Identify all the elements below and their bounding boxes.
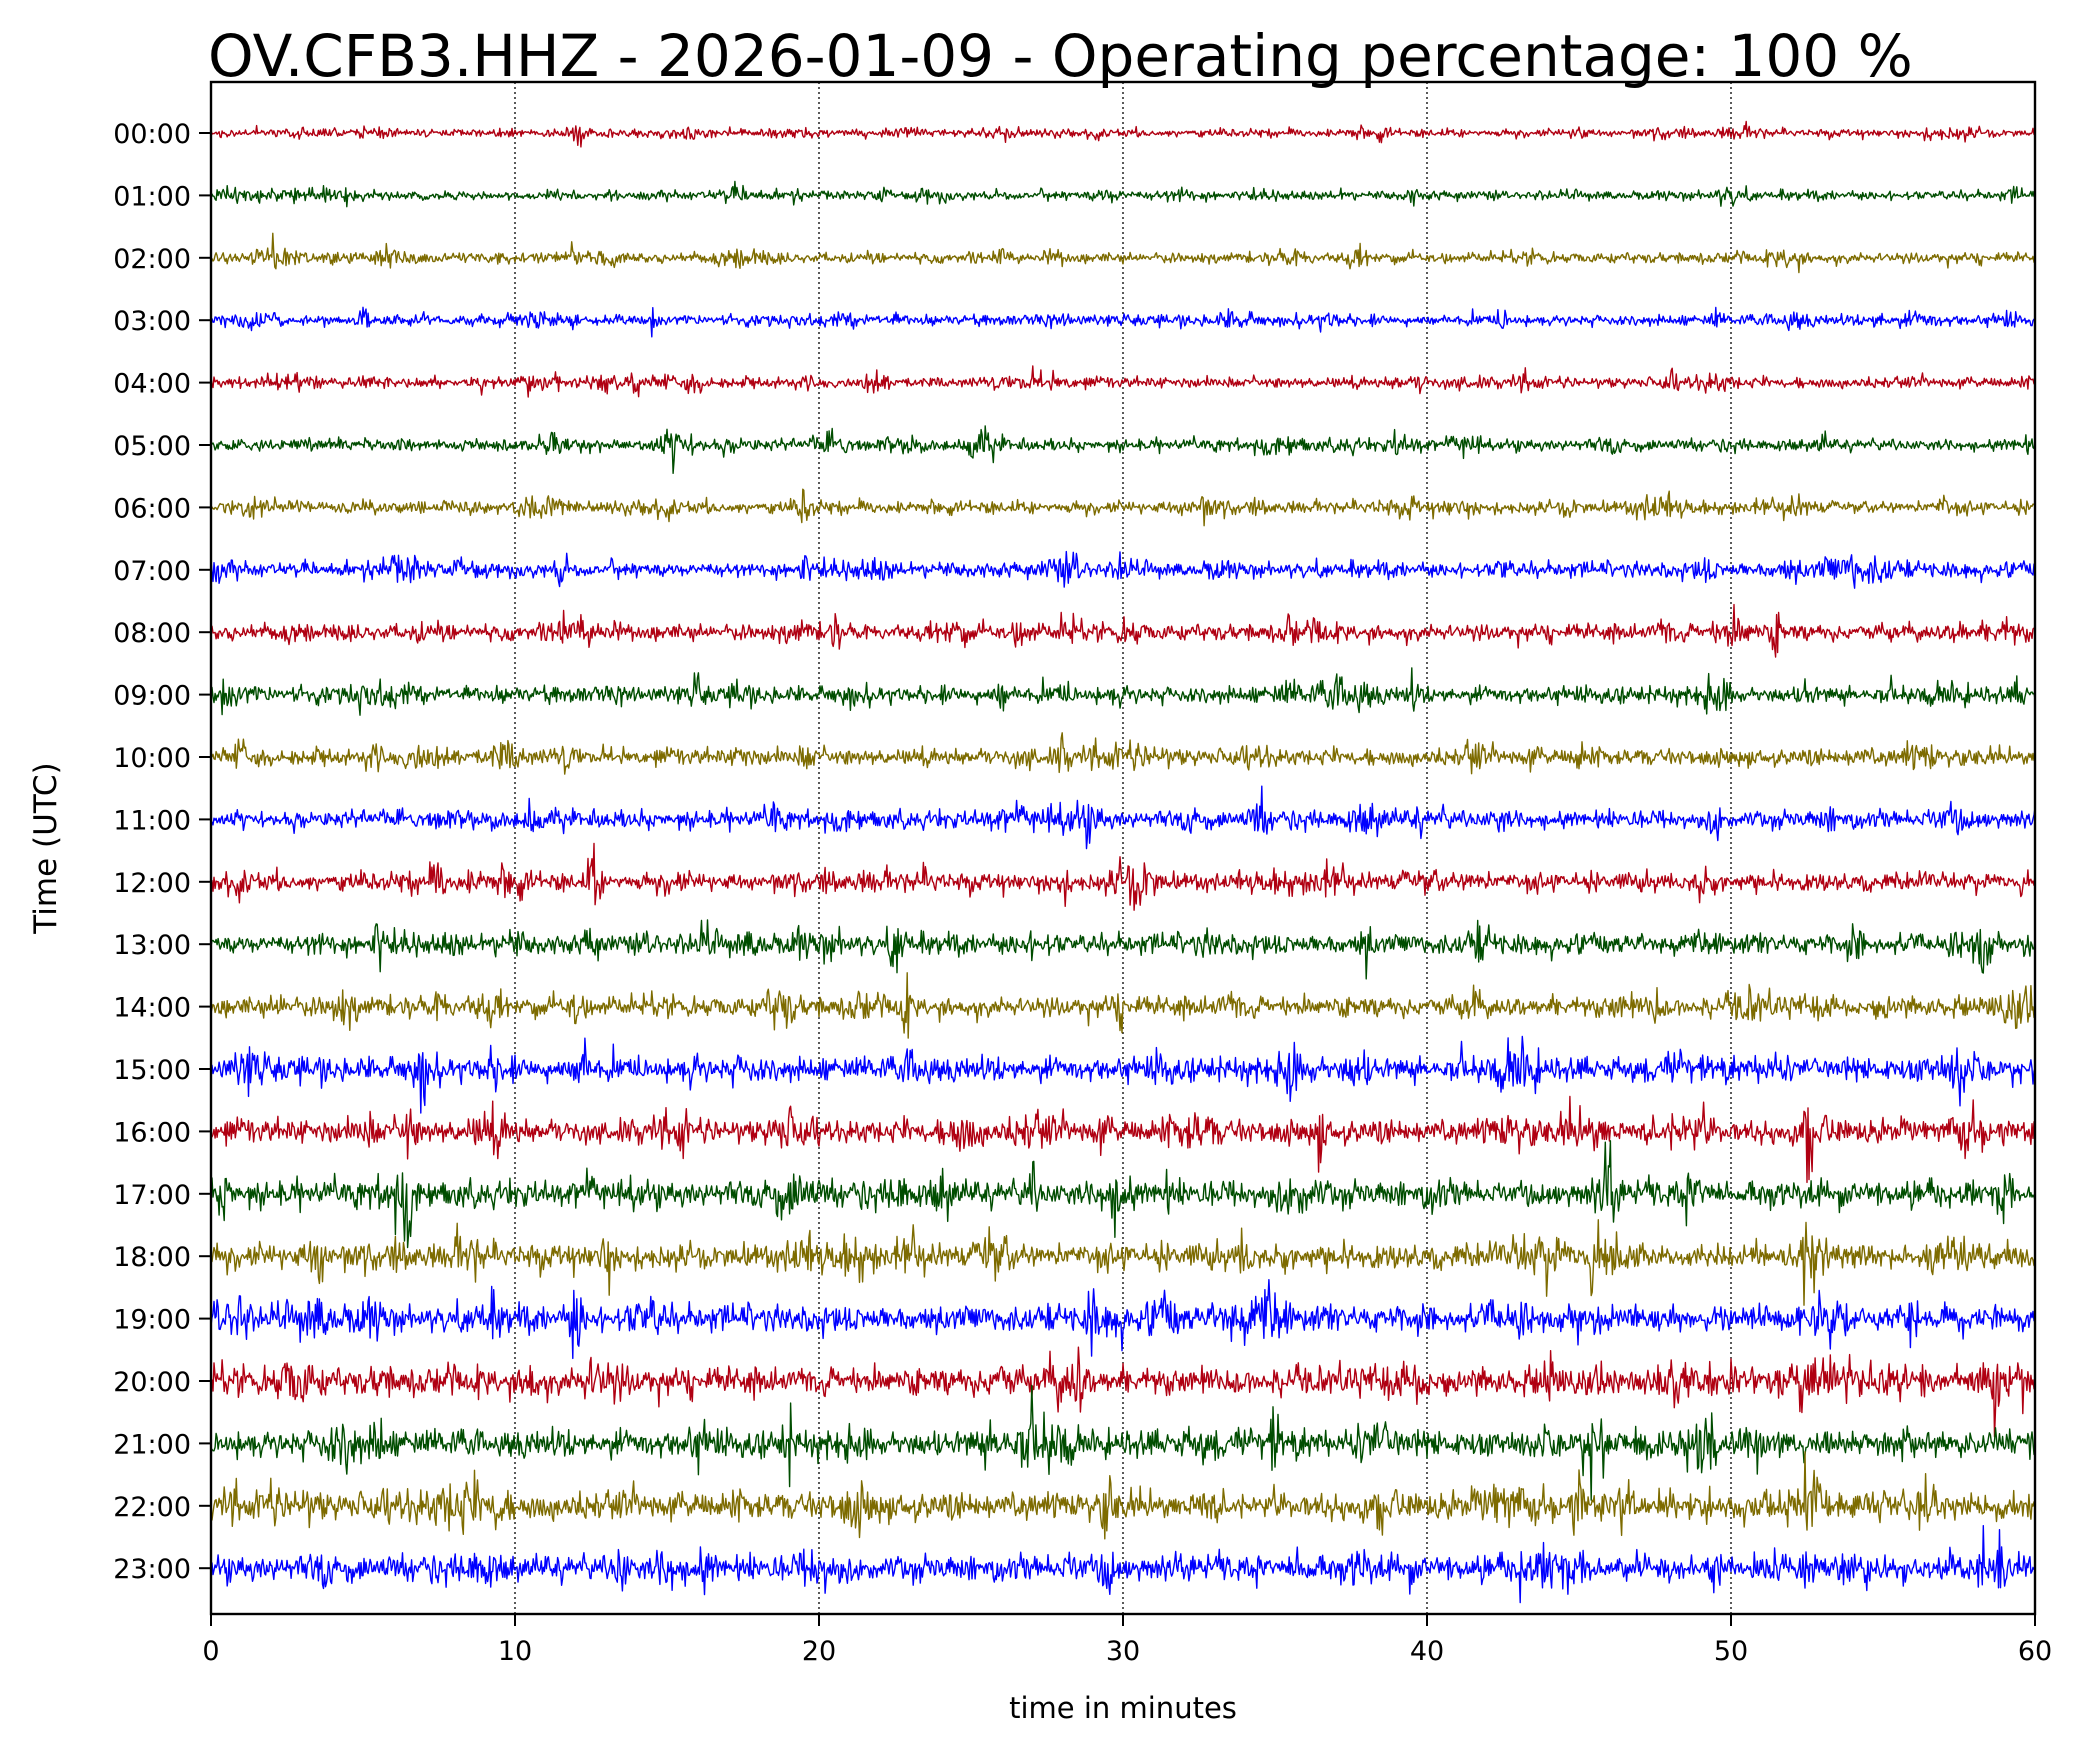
- x-tick-label-20: 20: [802, 1636, 836, 1667]
- y-tick-label-0300: 03:00: [113, 306, 191, 337]
- x-axis-ticks: 0 10 20 30 40 50 60: [202, 1614, 2052, 1667]
- x-tick-label-0: 0: [202, 1636, 219, 1667]
- trace-2200: [210, 1451, 2036, 1540]
- x-tick-label-60: 60: [2018, 1636, 2052, 1667]
- trace-1300: [210, 919, 2036, 980]
- trace-0200: [210, 232, 2036, 274]
- trace-0900: [210, 667, 2036, 716]
- trace-1600: [210, 1095, 2036, 1184]
- y-axis-ticks: 00:00 01:00 02:00 03:00 04:00 05:00 06:00 07:00…: [113, 119, 211, 1585]
- x-tick-label-40: 40: [1410, 1636, 1444, 1667]
- y-tick-label-2100: 21:00: [113, 1429, 191, 1460]
- y-tick-label-2000: 20:00: [113, 1367, 191, 1398]
- y-tick-label-1300: 13:00: [113, 930, 191, 961]
- trace-0100: [210, 180, 2036, 208]
- y-tick-label-1600: 16:00: [113, 1117, 191, 1148]
- y-tick-label-0500: 05:00: [113, 431, 191, 462]
- y-axis-label: Time (UTC): [28, 762, 64, 934]
- y-tick-label-1100: 11:00: [113, 805, 191, 836]
- trace-0700: [210, 550, 2036, 589]
- trace-rows: [210, 120, 2036, 1604]
- trace-0300: [210, 306, 2036, 338]
- trace-2300: [210, 1525, 2036, 1604]
- y-tick-label-1900: 19:00: [113, 1305, 191, 1336]
- trace-0600: [210, 488, 2036, 527]
- y-tick-label-0800: 08:00: [113, 618, 191, 649]
- y-tick-label-0400: 04:00: [113, 369, 191, 400]
- y-tick-label-1500: 15:00: [113, 1055, 191, 1086]
- y-tick-label-0200: 02:00: [113, 244, 191, 275]
- trace-0000: [210, 120, 2036, 148]
- y-tick-label-1700: 17:00: [113, 1180, 191, 1211]
- x-tick-label-10: 10: [498, 1636, 532, 1667]
- trace-0400: [210, 365, 2036, 398]
- trace-1100: [210, 785, 2036, 850]
- y-tick-label-0600: 06:00: [113, 493, 191, 524]
- trace-1500: [210, 1035, 2036, 1114]
- trace-1000: [210, 732, 2036, 775]
- y-tick-label-0100: 01:00: [113, 181, 191, 212]
- x-axis-label: time in minutes: [1009, 1691, 1237, 1725]
- trace-1900: [210, 1279, 2036, 1360]
- trace-2000: [210, 1346, 2036, 1438]
- x-tick-label-30: 30: [1106, 1636, 1140, 1667]
- grid-lines: [514, 82, 1732, 1614]
- trace-1400: [210, 972, 2036, 1039]
- y-tick-label-0700: 07:00: [113, 556, 191, 587]
- y-tick-label-1200: 12:00: [113, 868, 191, 899]
- y-tick-label-1400: 14:00: [113, 993, 191, 1024]
- trace-2100: [210, 1384, 2036, 1501]
- x-tick-label-50: 50: [1714, 1636, 1748, 1667]
- trace-1200: [210, 842, 2036, 911]
- trace-0500: [210, 425, 2036, 474]
- y-tick-label-1000: 10:00: [113, 743, 191, 774]
- y-tick-label-2200: 22:00: [113, 1492, 191, 1523]
- trace-1700: [210, 1140, 2036, 1249]
- chart-title: OV.CFB3.HHZ - 2026-01-09 - Operating per…: [208, 22, 1913, 90]
- y-tick-label-2300: 23:00: [113, 1554, 191, 1585]
- y-tick-label-1800: 18:00: [113, 1242, 191, 1273]
- y-tick-label-0000: 00:00: [113, 119, 191, 150]
- y-tick-label-0900: 09:00: [113, 681, 191, 712]
- trace-1800: [210, 1219, 2036, 1306]
- trace-0800: [210, 603, 2036, 658]
